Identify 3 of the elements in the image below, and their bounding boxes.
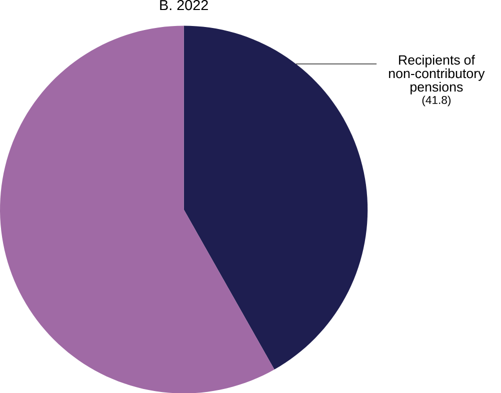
data-label: (41.8) xyxy=(422,96,451,106)
slice-label: Recipients of non-contributory pensions xyxy=(389,54,485,94)
chart-title: B. 2022 xyxy=(160,0,208,10)
